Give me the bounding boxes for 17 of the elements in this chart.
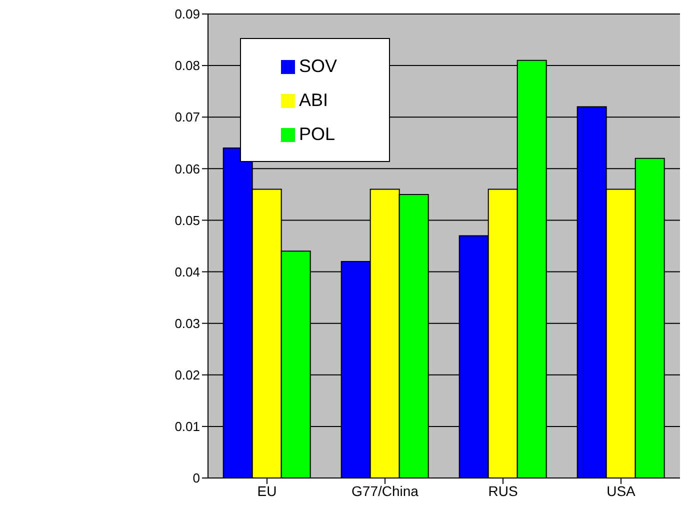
y-tick-label: 0	[192, 470, 200, 486]
y-tick-label: 0.07	[174, 110, 200, 125]
y-tick-label: 0.03	[174, 316, 200, 331]
y-tick-label: 0.06	[174, 161, 200, 176]
x-tick-label: G77/China	[352, 482, 419, 499]
y-tick-label: 0.05	[174, 212, 200, 228]
y-tick-label: 0.04	[174, 264, 200, 280]
x-tick-label: USA	[606, 482, 636, 499]
x-tick-label: RUS	[488, 482, 518, 499]
legend-label: POL	[299, 124, 336, 144]
y-tick-label: 0.08	[174, 58, 200, 74]
y-tick-label: 0.02	[174, 368, 200, 383]
y-tick-label: 0.09	[174, 6, 200, 22]
legend-label: ABI	[299, 90, 328, 110]
legend-label: SOV	[299, 56, 338, 76]
y-tick-label: 0.01	[174, 419, 200, 434]
x-tick-label: EU	[257, 482, 277, 499]
